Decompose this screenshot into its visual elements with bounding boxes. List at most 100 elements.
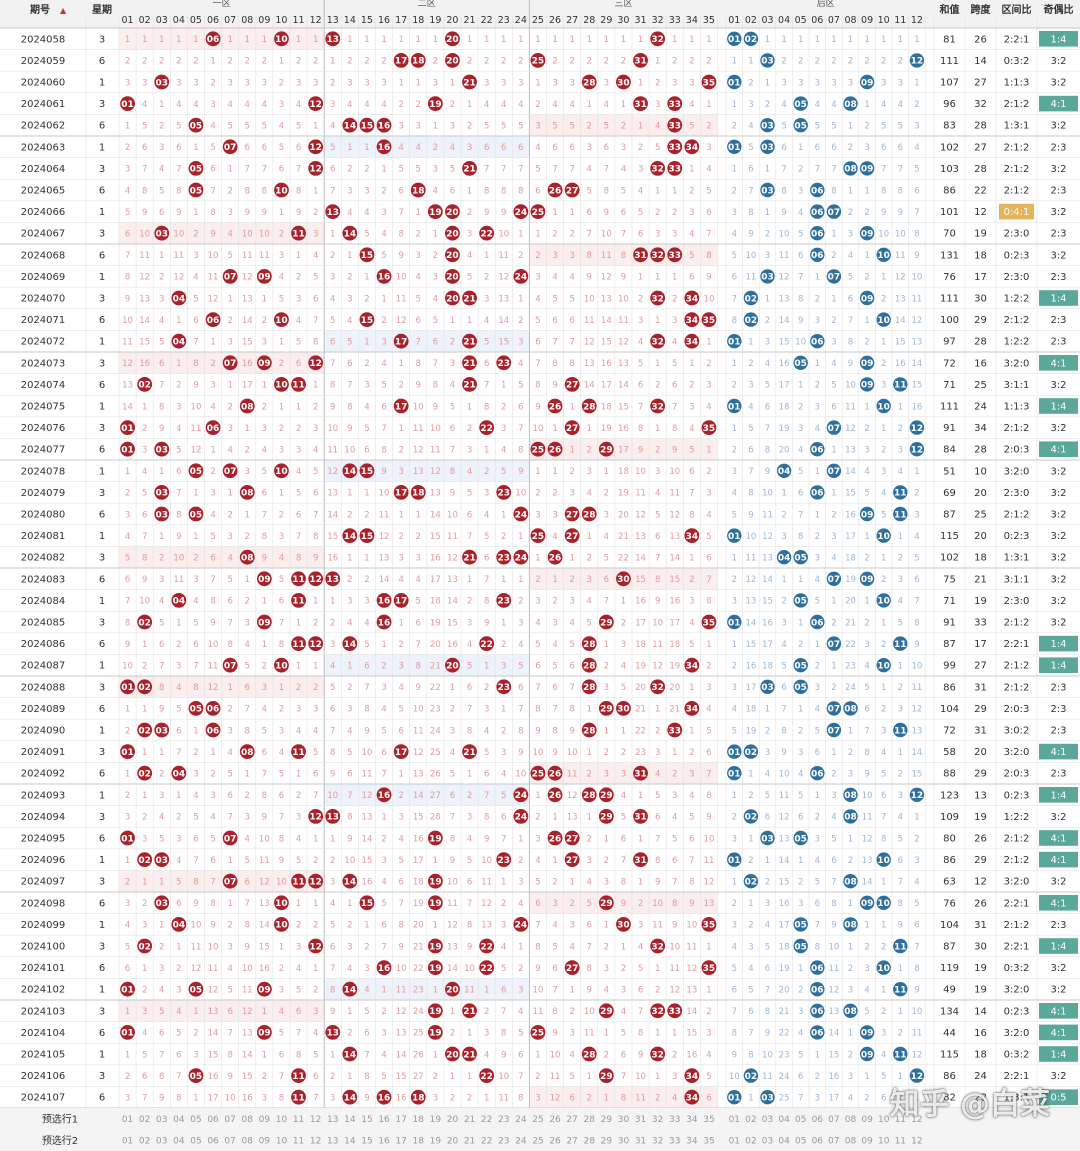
front-miss: 7 (484, 791, 489, 801)
front-miss: 5 (535, 640, 540, 650)
front-miss: 1 (227, 35, 232, 45)
front-miss: 5 (416, 294, 421, 304)
preselect-front-number: 06 (207, 1137, 219, 1147)
front-miss: 2 (262, 662, 267, 672)
front-miss: 4 (279, 273, 284, 283)
front-miss: 13 (139, 294, 150, 304)
front-miss: 5 (279, 770, 284, 780)
front-miss: 1 (142, 35, 147, 45)
back-miss: 1 (781, 575, 786, 585)
back-miss: 6 (881, 143, 886, 153)
front-miss: 10 (515, 770, 526, 780)
back-miss: 4 (748, 964, 753, 974)
back-ball (859, 226, 875, 241)
row-odd-even: 2:3 (1050, 920, 1066, 931)
front-miss: 12 (669, 986, 680, 996)
front-miss: 4 (689, 618, 694, 628)
front-miss: 1 (672, 35, 677, 45)
front-ball-label: 16 (378, 143, 391, 153)
front-miss: 13 (430, 489, 441, 499)
front-miss: 12 (242, 1007, 253, 1017)
row-period: 2024094 (21, 812, 66, 823)
front-miss: 12 (259, 878, 270, 888)
front-miss: 3 (125, 78, 130, 88)
front-miss: 3 (621, 986, 626, 996)
front-miss: 1 (433, 1050, 438, 1060)
front-ball-label: 24 (515, 554, 528, 564)
front-miss: 2 (706, 1007, 711, 1017)
front-miss: 5 (689, 122, 694, 132)
back-miss: 3 (898, 575, 903, 585)
front-miss: 2 (655, 446, 660, 456)
front-ball-label: 06 (207, 424, 220, 434)
front-miss: 7 (416, 640, 421, 650)
front-miss: 5 (535, 165, 540, 175)
back-miss: 1 (864, 597, 869, 607)
front-miss: 3 (347, 78, 352, 88)
front-ball (359, 117, 375, 133)
back-miss: 5 (831, 122, 836, 132)
front-ball-label: 01 (121, 834, 134, 844)
front-miss: 4 (227, 964, 232, 974)
front-miss: 5 (467, 662, 472, 672)
front-miss: 3 (450, 122, 455, 132)
front-ball-label: 28 (583, 683, 596, 693)
front-miss: 14 (396, 1050, 407, 1060)
front-miss: 17 (413, 856, 424, 866)
row-odd-even: 1:4 (1050, 1050, 1066, 1061)
front-miss: 2 (227, 57, 232, 67)
front-miss: 6 (227, 791, 232, 801)
front-miss: 5 (296, 122, 301, 132)
front-miss: 19 (430, 618, 441, 628)
preselect-front-number: 28 (584, 1137, 596, 1147)
back-ball (876, 312, 891, 327)
front-miss: 5 (330, 143, 335, 153)
front-miss: 4 (450, 143, 455, 153)
back-miss: 3 (732, 921, 737, 931)
front-miss: 1 (416, 510, 421, 520)
back-ball-label: 06 (811, 770, 824, 780)
row-sum: 69 (943, 488, 956, 499)
front-miss: 9 (159, 424, 164, 434)
front-miss: 22 (430, 683, 441, 693)
front-miss: 3 (227, 424, 232, 434)
row-sum: 51 (943, 466, 956, 477)
back-miss: 2 (831, 510, 836, 520)
back-miss: 2 (914, 100, 919, 110)
back-miss: 3 (765, 748, 770, 758)
front-miss: 9 (484, 834, 489, 844)
front-miss: 3 (552, 251, 557, 261)
back-miss: 9 (831, 921, 836, 931)
front-miss: 2 (433, 57, 438, 67)
back-ball-label: 05 (794, 942, 807, 952)
front-miss: 6 (176, 143, 181, 153)
row-period: 2024059 (21, 56, 66, 67)
front-miss: 1 (227, 489, 232, 499)
front-miss: 2 (604, 1050, 609, 1060)
back-miss: 19 (779, 964, 790, 974)
back-miss: 19 (779, 424, 790, 434)
front-miss: 5 (501, 467, 506, 477)
row-sum: 71 (943, 380, 956, 391)
front-miss: 12 (481, 899, 492, 909)
back-miss: 8 (898, 186, 903, 196)
front-miss: 3 (176, 78, 181, 88)
row-period: 2024087 (21, 661, 66, 672)
front-miss: 2 (296, 273, 301, 283)
back-ball (826, 204, 842, 219)
front-miss: 6 (535, 338, 540, 348)
front-miss: 6 (450, 791, 455, 801)
front-miss: 8 (706, 597, 711, 607)
front-miss: 1 (450, 1072, 455, 1082)
back-miss: 17 (828, 1094, 839, 1104)
front-miss: 3 (245, 78, 250, 88)
preselect-back-number: 07 (828, 1115, 839, 1125)
front-miss: 5 (672, 359, 677, 369)
front-miss: 3 (689, 770, 694, 780)
front-miss: 2 (364, 57, 369, 67)
front-miss: 18 (669, 640, 680, 650)
back-miss: 4 (881, 100, 886, 110)
front-miss: 4 (227, 100, 232, 110)
back-miss: 5 (914, 899, 919, 909)
back-miss: 17 (779, 381, 790, 391)
